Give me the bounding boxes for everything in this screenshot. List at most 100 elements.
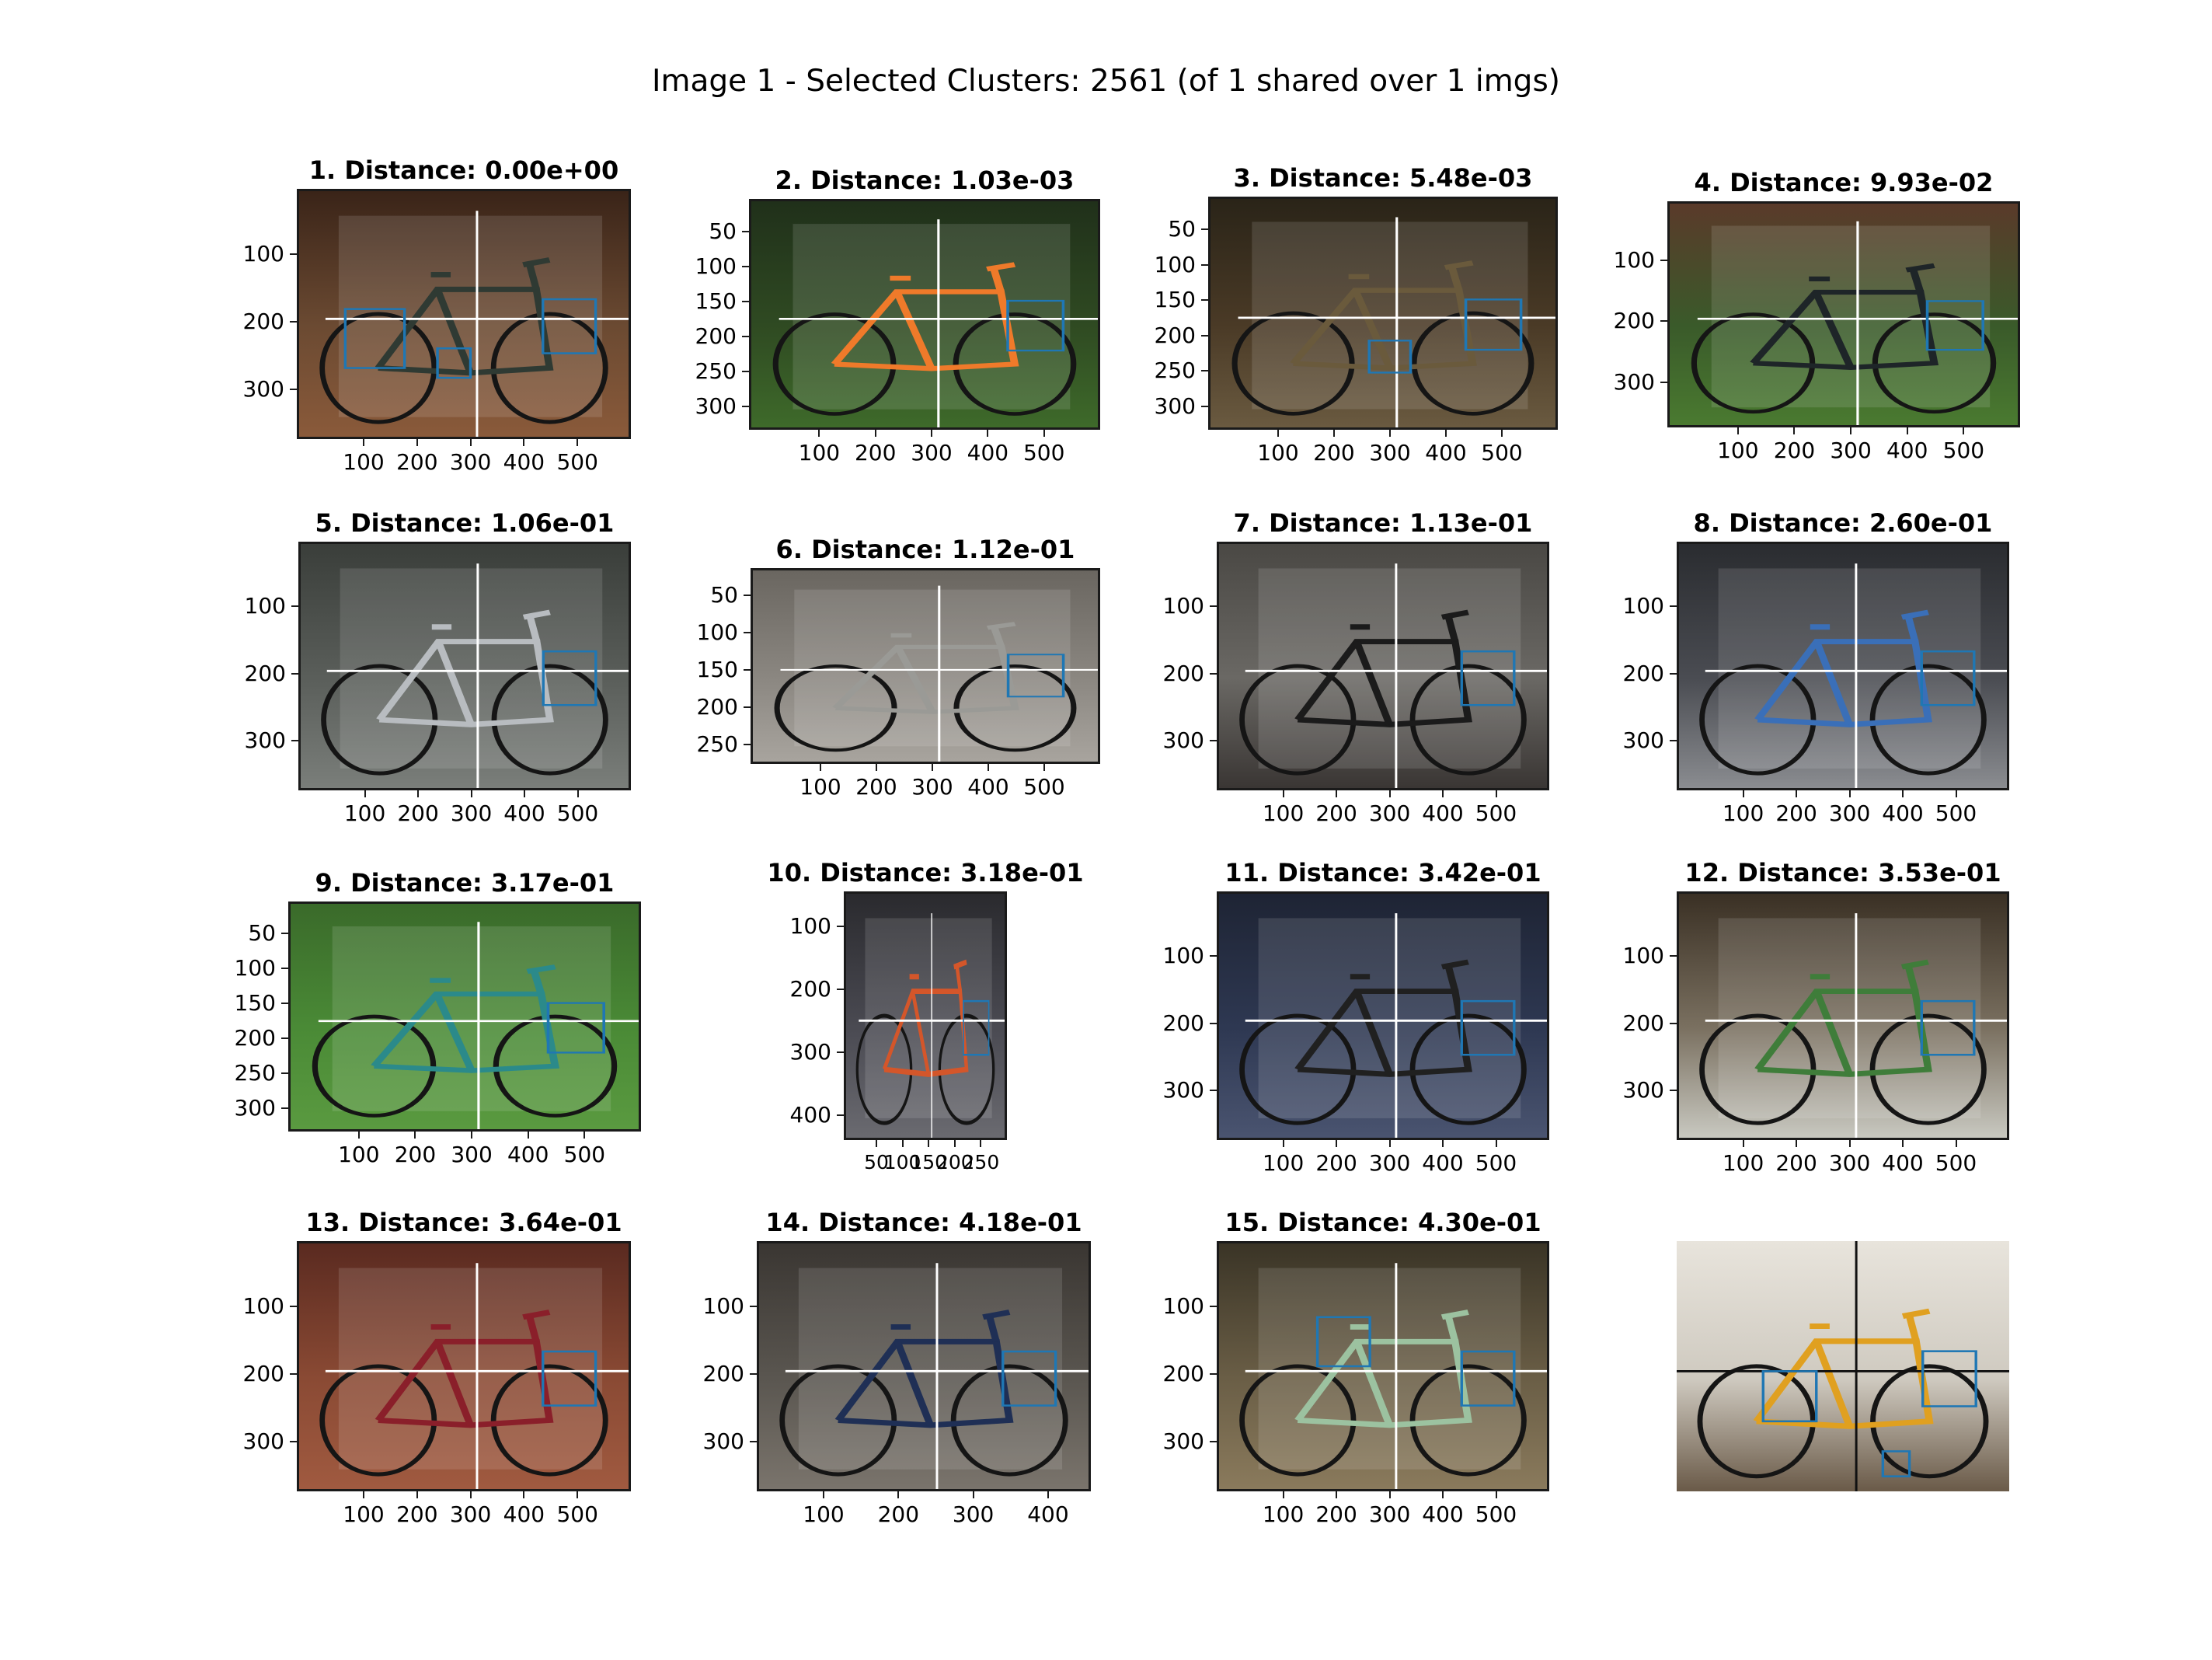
x-tick-mark [363, 1491, 364, 1498]
panel-title: 9. Distance: 3.17e-01 [315, 868, 615, 898]
y-tick-mark [1210, 1022, 1217, 1024]
panel-image [1677, 1241, 2009, 1491]
cluster-box [343, 308, 406, 369]
x-tick-label: 300 [449, 449, 492, 475]
y-tick-label: 250 [1154, 357, 1196, 384]
y-tick-label: 200 [234, 1025, 276, 1051]
x-tick-mark [972, 1491, 974, 1498]
y-tick-label: 50 [248, 920, 276, 947]
x-tick-mark [1442, 1140, 1444, 1147]
y-tick-mark [1201, 406, 1208, 407]
y-tick-mark [742, 406, 749, 408]
x-tick-label: 300 [449, 1501, 492, 1527]
x-tick-mark [1796, 790, 1798, 797]
bicycle-shape [1239, 1310, 1527, 1477]
x-tick-label: 500 [1475, 1501, 1517, 1527]
panel-image [1217, 1241, 1549, 1491]
x-tick-mark [818, 430, 820, 437]
x-tick-mark [416, 1491, 418, 1498]
y-tick-mark [1201, 334, 1208, 337]
x-tick-mark [1388, 790, 1391, 797]
y-tick-mark [281, 968, 288, 970]
x-tick-label: 500 [1942, 438, 1985, 463]
panel-title: 6. Distance: 1.12e-01 [775, 535, 1075, 564]
x-tick-mark [1902, 1140, 1904, 1147]
y-tick-label: 150 [234, 990, 276, 1017]
x-tick-mark [470, 790, 472, 797]
panel-title: 13. Distance: 3.64e-01 [305, 1208, 622, 1237]
y-tick-mark [1210, 1440, 1217, 1442]
y-tick-label: 150 [695, 288, 737, 314]
x-tick-label: 100 [343, 800, 386, 826]
y-tick-label: 200 [1613, 308, 1655, 334]
x-tick-mark [897, 1491, 900, 1498]
x-tick-mark [932, 764, 933, 771]
y-tick-label: 300 [242, 375, 284, 402]
photo-background [299, 1243, 629, 1489]
y-tick-mark [742, 300, 749, 302]
y-tick-mark [290, 253, 297, 255]
cluster-box [1006, 299, 1065, 352]
y-tick-label: 100 [1622, 593, 1664, 619]
y-tick-label: 100 [1154, 251, 1196, 277]
x-tick-mark [1043, 764, 1045, 771]
x-tick-mark [1336, 790, 1338, 797]
cluster-box [1460, 1350, 1516, 1407]
y-tick-mark [281, 1038, 288, 1040]
panel-title: 3. Distance: 5.48e-03 [1233, 163, 1533, 193]
x-tick-mark [820, 764, 821, 771]
x-tick-label: 400 [1886, 438, 1928, 463]
x-tick-label: 300 [911, 440, 953, 466]
y-tick-mark [744, 706, 751, 708]
y-tick-mark [1660, 259, 1667, 261]
y-tick-label: 100 [234, 955, 276, 982]
x-tick-mark [1336, 1491, 1338, 1498]
cluster-box [1920, 650, 1976, 706]
y-tick-mark [1670, 672, 1677, 675]
x-tick-label: 300 [451, 1142, 493, 1167]
x-tick-mark [1906, 427, 1908, 434]
x-tick-label: 300 [1828, 800, 1871, 826]
y-tick-mark [290, 388, 297, 390]
x-tick-label: 250 [962, 1151, 1000, 1174]
panel-title: 1. Distance: 0.00e+00 [308, 155, 619, 185]
y-tick-mark [1210, 672, 1217, 675]
x-tick-mark [928, 1140, 930, 1147]
x-tick-label: 500 [556, 1501, 598, 1527]
y-tick-mark [742, 336, 749, 337]
x-tick-label: 500 [563, 1142, 606, 1167]
x-tick-label: 200 [935, 1151, 974, 1174]
x-tick-label: 300 [450, 800, 493, 826]
y-tick-mark [281, 1072, 288, 1075]
x-tick-label: 400 [1882, 1150, 1924, 1176]
x-tick-label: 300 [1368, 1150, 1411, 1176]
photo-background [299, 191, 629, 437]
cluster-box [1881, 1450, 1911, 1477]
panel-title: 12. Distance: 3.53e-01 [1684, 858, 2001, 888]
y-tick-mark [290, 320, 297, 323]
x-tick-label: 400 [967, 774, 1009, 800]
x-tick-mark [931, 430, 933, 437]
y-tick-mark [1660, 381, 1667, 383]
x-tick-label: 100 [343, 1501, 385, 1527]
x-tick-mark [524, 790, 526, 797]
panel-image [1667, 201, 2020, 427]
photo-background [1677, 1241, 2009, 1491]
y-tick-mark [1201, 228, 1208, 230]
x-tick-label: 500 [556, 449, 598, 475]
y-tick-label: 300 [1162, 1428, 1204, 1454]
y-tick-mark [281, 933, 288, 935]
x-tick-label: 100 [1262, 800, 1305, 826]
panel-image [1208, 197, 1558, 430]
x-tick-mark [577, 790, 579, 797]
x-tick-label: 200 [397, 800, 439, 826]
cluster-box [1367, 340, 1413, 374]
y-tick-label: 300 [1162, 1077, 1204, 1103]
y-tick-mark [837, 925, 844, 927]
y-tick-mark [1210, 955, 1217, 957]
x-tick-label: 200 [854, 440, 897, 466]
x-tick-mark [953, 1140, 956, 1147]
panel-title: 15. Distance: 4.30e-01 [1224, 1208, 1541, 1237]
y-tick-mark [281, 1003, 288, 1005]
y-tick-label: 100 [242, 240, 284, 267]
